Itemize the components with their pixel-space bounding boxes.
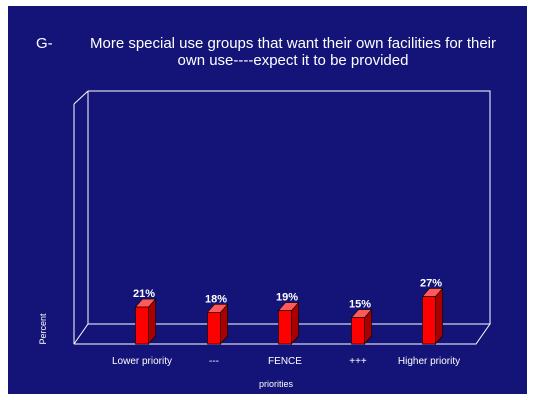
data-label: 18% [205, 293, 227, 305]
data-label: 27% [420, 277, 442, 289]
bar-side [435, 287, 443, 345]
depth-edge-top [73, 90, 89, 105]
bar-chart: 21% Lower priority 18% --- 19% FENCE 15% +++ 27%… [38, 90, 491, 389]
bar [422, 296, 436, 345]
data-label: 21% [133, 288, 155, 300]
floor-outline [73, 323, 491, 345]
bar-group [134, 298, 157, 345]
bar [351, 317, 365, 345]
bar-group [350, 308, 373, 345]
x-tick-label: Higher priority [398, 356, 460, 367]
x-tick-label: Lower priority [112, 356, 172, 367]
data-label: 15% [349, 299, 371, 311]
x-tick-label: FENCE [268, 356, 302, 367]
x-tick-label: +++ [349, 356, 367, 367]
slide-title-prefix: G- [36, 35, 53, 52]
slide: G- More special use groups that want the… [8, 6, 527, 394]
bar [278, 310, 292, 345]
bar-group [206, 303, 229, 345]
slide-title: More special use groups that want their … [89, 35, 497, 69]
y-axis-label: Percent [38, 313, 48, 345]
plot-frame [73, 90, 491, 345]
data-label: 19% [276, 292, 298, 304]
bar-group [421, 287, 444, 345]
bar-group [277, 301, 300, 345]
x-axis-label: priorities [259, 379, 294, 389]
bar [207, 312, 221, 345]
back-wall-outline [88, 90, 491, 324]
bar [135, 306, 149, 345]
x-tick-label: --- [209, 356, 219, 367]
bars-layer: 21% Lower priority 18% --- 19% FENCE 15% +++ 27%… [112, 277, 460, 367]
